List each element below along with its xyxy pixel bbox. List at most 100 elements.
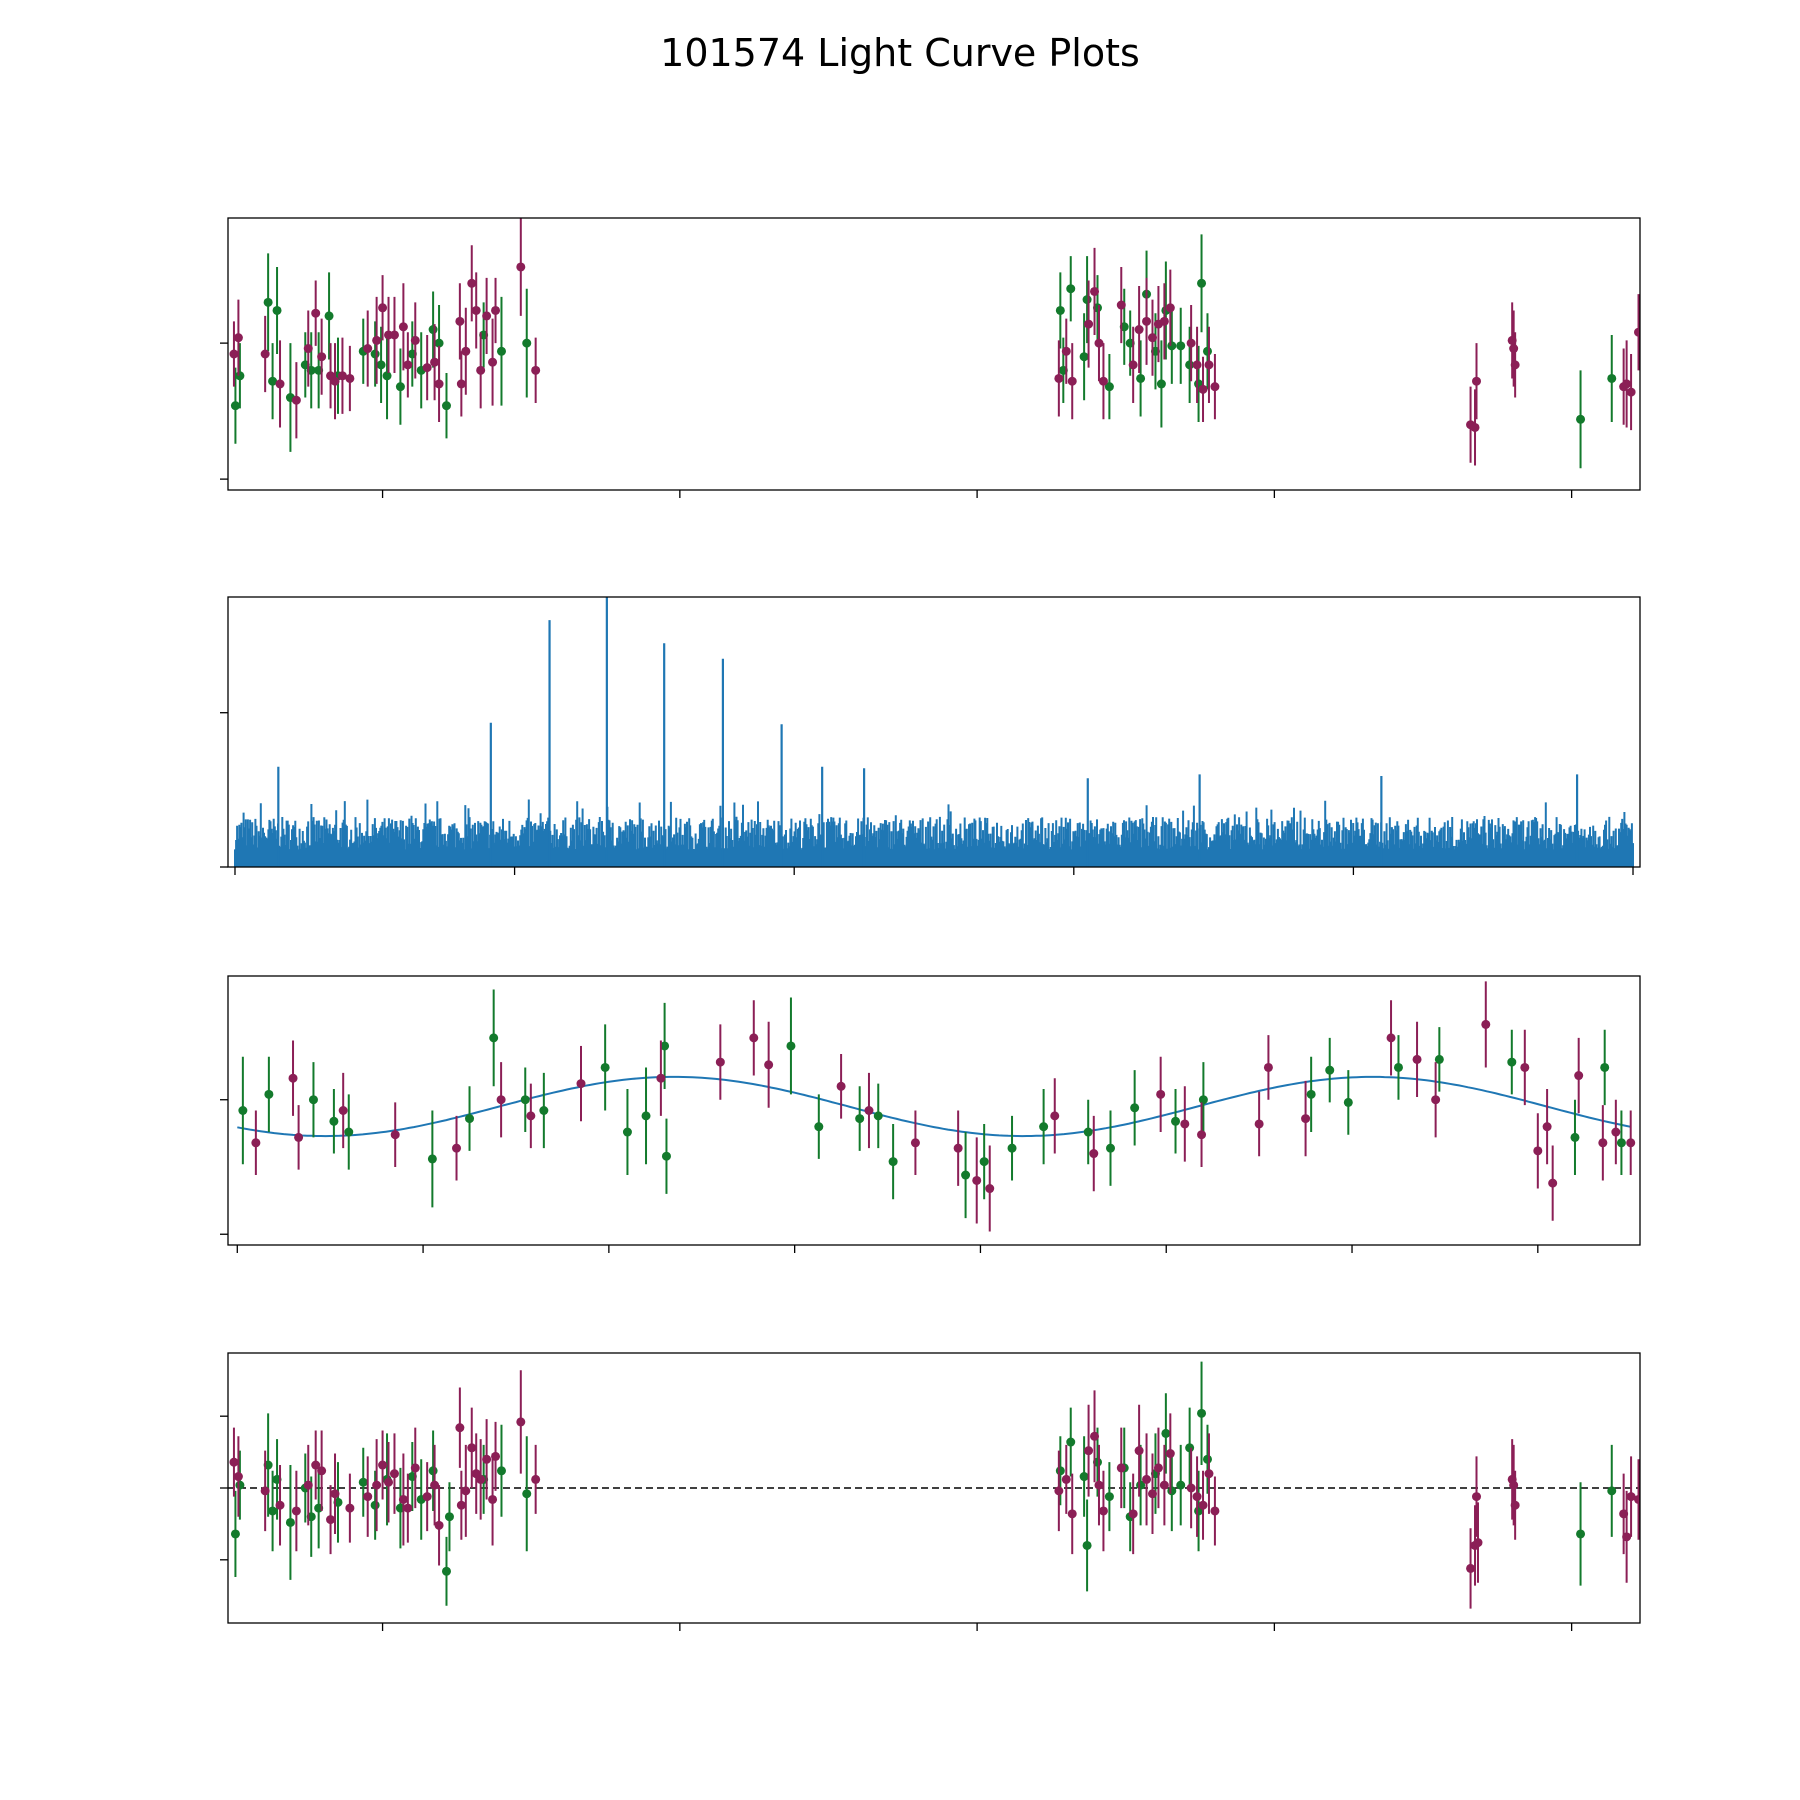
residuals-point [311,1460,321,1470]
lightcurve-point [522,338,532,348]
phased-point [526,1111,536,1121]
phased-point [660,1041,670,1051]
lightcurve-point [434,338,444,348]
lightcurve-point [410,335,420,345]
residuals-point [330,1489,340,1499]
lightcurve-point [1066,284,1076,294]
lightcurve-point [1061,346,1071,356]
phased-point [338,1106,348,1115]
phased-series-maroon [251,981,1636,1232]
residuals-point [268,1506,278,1516]
lightcurve-point [496,346,506,356]
residuals-point [370,1500,380,1510]
phased-point [864,1106,874,1115]
lightcurve-series-maroon [229,218,1640,466]
residuals-point [398,1494,408,1504]
phased-plot-area [237,981,1636,1232]
residuals-point [229,1457,239,1467]
panel-periodogram [220,596,1641,875]
residuals-point [1067,1509,1077,1519]
phased-point [1431,1095,1441,1105]
residuals-point [317,1466,327,1476]
lightcurve-point [1136,373,1146,383]
lightcurve-point [1098,376,1108,386]
residuals-point [1634,1494,1640,1504]
phased-point [251,1138,261,1148]
lightcurve-point [363,344,373,354]
phased-point [855,1114,865,1124]
residuals-point [1147,1489,1157,1499]
phased-point [985,1184,995,1194]
residuals-point [456,1500,466,1510]
phased-point [1542,1122,1552,1132]
periodogram-axes-frame [227,596,1641,868]
phased-point [344,1127,354,1137]
lightcurve-point [372,335,382,345]
phased-point [452,1143,462,1153]
residuals-point [1084,1446,1094,1456]
residuals-point [522,1489,532,1499]
figure-title: 101574 Light Curve Plots [660,31,1140,75]
lightcurve-point [430,357,440,367]
phased-point [873,1111,883,1121]
residuals-point [1066,1437,1076,1447]
lightcurve-point [317,352,327,362]
lightcurve-point [1156,379,1166,389]
panel-residuals [220,1352,1641,1631]
residuals-point [1082,1540,1092,1550]
residuals-point [1098,1506,1108,1516]
phased-point [715,1057,725,1067]
residuals-point [275,1500,285,1510]
panel-lightcurve [220,217,1641,498]
residuals-point [428,1466,438,1476]
lightcurve-point [370,349,380,359]
residuals-point [488,1494,498,1504]
lightcurve-point [230,401,240,411]
lightcurve-point [491,305,501,315]
lightcurve-point [1634,327,1640,337]
lightcurve-series-green [230,234,1617,469]
phased-point [1106,1143,1115,1153]
lightcurve-point [1186,338,1196,348]
residuals-point [285,1517,295,1527]
phased-point [264,1089,274,1099]
phased-point [489,1033,499,1043]
phased-point [1386,1033,1396,1043]
residuals-point [1061,1474,1071,1484]
phased-point [1254,1119,1264,1129]
phased-point [329,1116,339,1126]
residuals-point [444,1512,454,1522]
phased-point [1197,1130,1207,1140]
lightcurve-point [382,371,392,381]
residuals-point [1176,1480,1186,1490]
lightcurve-point [275,379,285,389]
lightcurve-axes-frame [227,217,1641,491]
lightcurve-point [1202,346,1212,356]
phased-axes-frame [227,975,1641,1246]
panel-phased [220,975,1641,1253]
residuals-point [326,1515,336,1525]
lightcurve-point [516,262,526,272]
lightcurve-point [434,379,444,389]
residuals-point [1128,1509,1138,1519]
lightcurve-point [1509,344,1519,354]
residuals-point [389,1469,399,1479]
lightcurve-point [1142,316,1152,326]
lightcurve-point [1198,384,1208,394]
residuals-point [235,1480,245,1490]
phased-point [238,1106,248,1115]
lightcurve-point [260,349,270,359]
lightcurve-point [1090,286,1100,296]
phased-point [972,1175,982,1185]
residuals-plot-area [228,1361,1640,1609]
phased-series-green [238,989,1626,1219]
phased-point [1507,1057,1517,1067]
phased-point [1481,1019,1491,1029]
phased-point [661,1151,671,1161]
phased-point [1306,1089,1316,1099]
residuals-point [1094,1480,1104,1490]
residuals-series-maroon [229,1370,1640,1609]
lightcurve-point [1607,373,1617,383]
lightcurve-point [1204,360,1214,370]
